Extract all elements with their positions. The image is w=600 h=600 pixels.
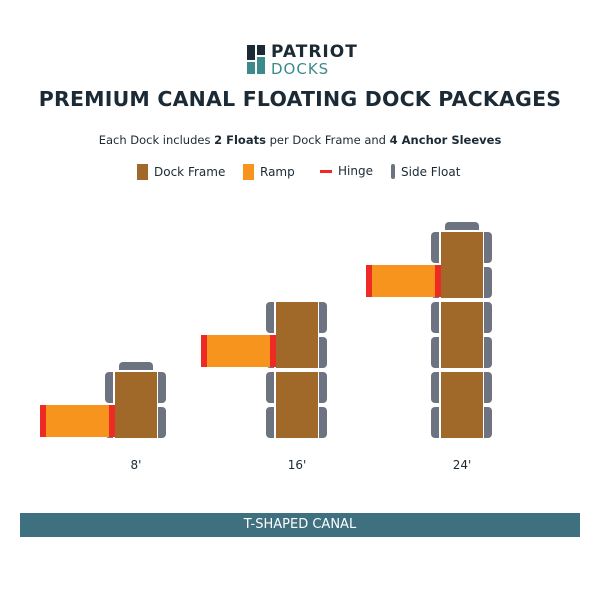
side-float: [431, 232, 439, 263]
side-float: [319, 337, 327, 368]
ramp: [202, 335, 276, 367]
patriot-docks-logo-icon: [247, 45, 265, 74]
hinge: [366, 265, 372, 297]
side-float-swatch-icon: [391, 164, 395, 179]
dock-frame: [441, 302, 483, 368]
side-float: [158, 372, 166, 403]
category-banner: T-SHAPED CANAL: [20, 513, 580, 537]
hinge: [201, 335, 207, 367]
legend-side-float: Side Float: [391, 164, 460, 179]
dock-frame: [441, 372, 483, 438]
end-float: [445, 222, 479, 230]
side-float: [484, 267, 492, 298]
side-float: [319, 407, 327, 438]
legend-label: Dock Frame: [154, 165, 226, 179]
hinge: [109, 405, 115, 437]
hinge: [435, 265, 441, 297]
dock-frame: [276, 372, 318, 438]
side-float: [431, 302, 439, 333]
dock-frame: [276, 302, 318, 368]
side-float: [319, 302, 327, 333]
package-label-24ft: 24': [452, 458, 472, 472]
ramp-swatch-icon: [243, 164, 254, 180]
legend-hinge: Hinge: [320, 164, 373, 178]
package-label-16ft: 16': [287, 458, 307, 472]
legend-label: Hinge: [338, 164, 373, 178]
side-float: [266, 407, 274, 438]
side-float: [158, 407, 166, 438]
logo-text-docks: DOCKS: [271, 60, 330, 78]
hinge: [270, 335, 276, 367]
subtitle-text: Each Dock includes: [98, 133, 215, 147]
subtitle-floats: 2 Floats: [214, 133, 266, 147]
package-label-8ft: 8': [130, 458, 142, 472]
legend-label: Ramp: [260, 165, 295, 179]
side-float: [105, 372, 113, 403]
subtitle-text: per Dock Frame and: [265, 133, 390, 147]
logo-text-patriot: PATRIOT: [271, 42, 358, 62]
ramp: [41, 405, 115, 437]
side-float: [484, 337, 492, 368]
legend-ramp: Ramp: [243, 164, 295, 180]
side-float: [484, 302, 492, 333]
end-float: [119, 362, 153, 370]
dock-frame: [441, 232, 483, 298]
side-float: [431, 337, 439, 368]
side-float: [266, 372, 274, 403]
side-float: [266, 302, 274, 333]
ramp: [367, 265, 441, 297]
page-title: PREMIUM CANAL FLOATING DOCK PACKAGES: [38, 87, 562, 111]
side-float: [319, 372, 327, 403]
dock-frame-swatch-icon: [137, 164, 148, 180]
side-float: [484, 232, 492, 263]
subtitle-sleeves: 4 Anchor Sleeves: [389, 133, 502, 147]
subtitle: Each Dock includes 2 Floats per Dock Fra…: [0, 133, 600, 147]
side-float: [484, 372, 492, 403]
hinge: [40, 405, 46, 437]
legend-label: Side Float: [401, 164, 461, 179]
hinge-swatch-icon: [320, 169, 332, 173]
side-float: [431, 407, 439, 438]
side-float: [431, 372, 439, 403]
side-float: [484, 407, 492, 438]
dock-frame: [115, 372, 157, 438]
legend-dock-frame: Dock Frame: [137, 164, 225, 180]
